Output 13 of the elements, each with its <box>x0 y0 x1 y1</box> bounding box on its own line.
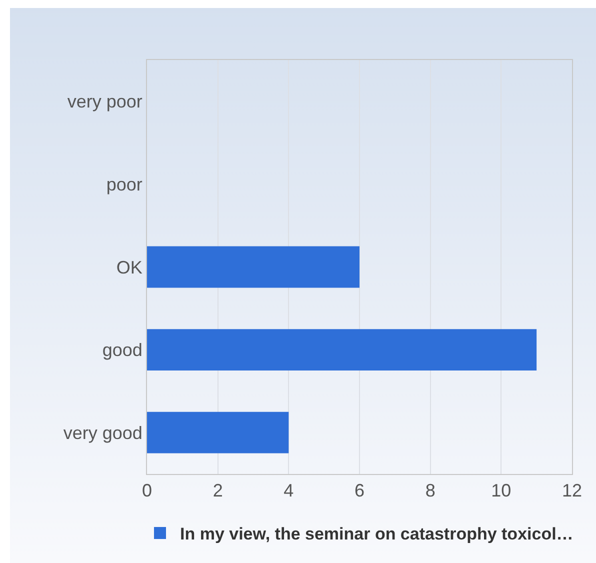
y-tick-label: very poor <box>67 92 142 112</box>
y-tick-label: OK <box>116 257 142 278</box>
x-tick-label: 6 <box>354 480 365 501</box>
legend-label: In my view, the seminar on catastrophy toxicol… <box>180 524 574 544</box>
x-tick-label: 0 <box>142 480 152 501</box>
y-tick-label: poor <box>106 174 142 194</box>
x-tick-label: 8 <box>425 480 436 501</box>
y-tick-label: good <box>102 340 142 360</box>
x-tick-label: 2 <box>212 480 223 501</box>
x-tick-label: 10 <box>491 480 512 501</box>
x-tick-label: 4 <box>284 480 294 501</box>
y-tick-label: very good <box>63 422 142 443</box>
x-tick-label: 12 <box>562 480 582 501</box>
